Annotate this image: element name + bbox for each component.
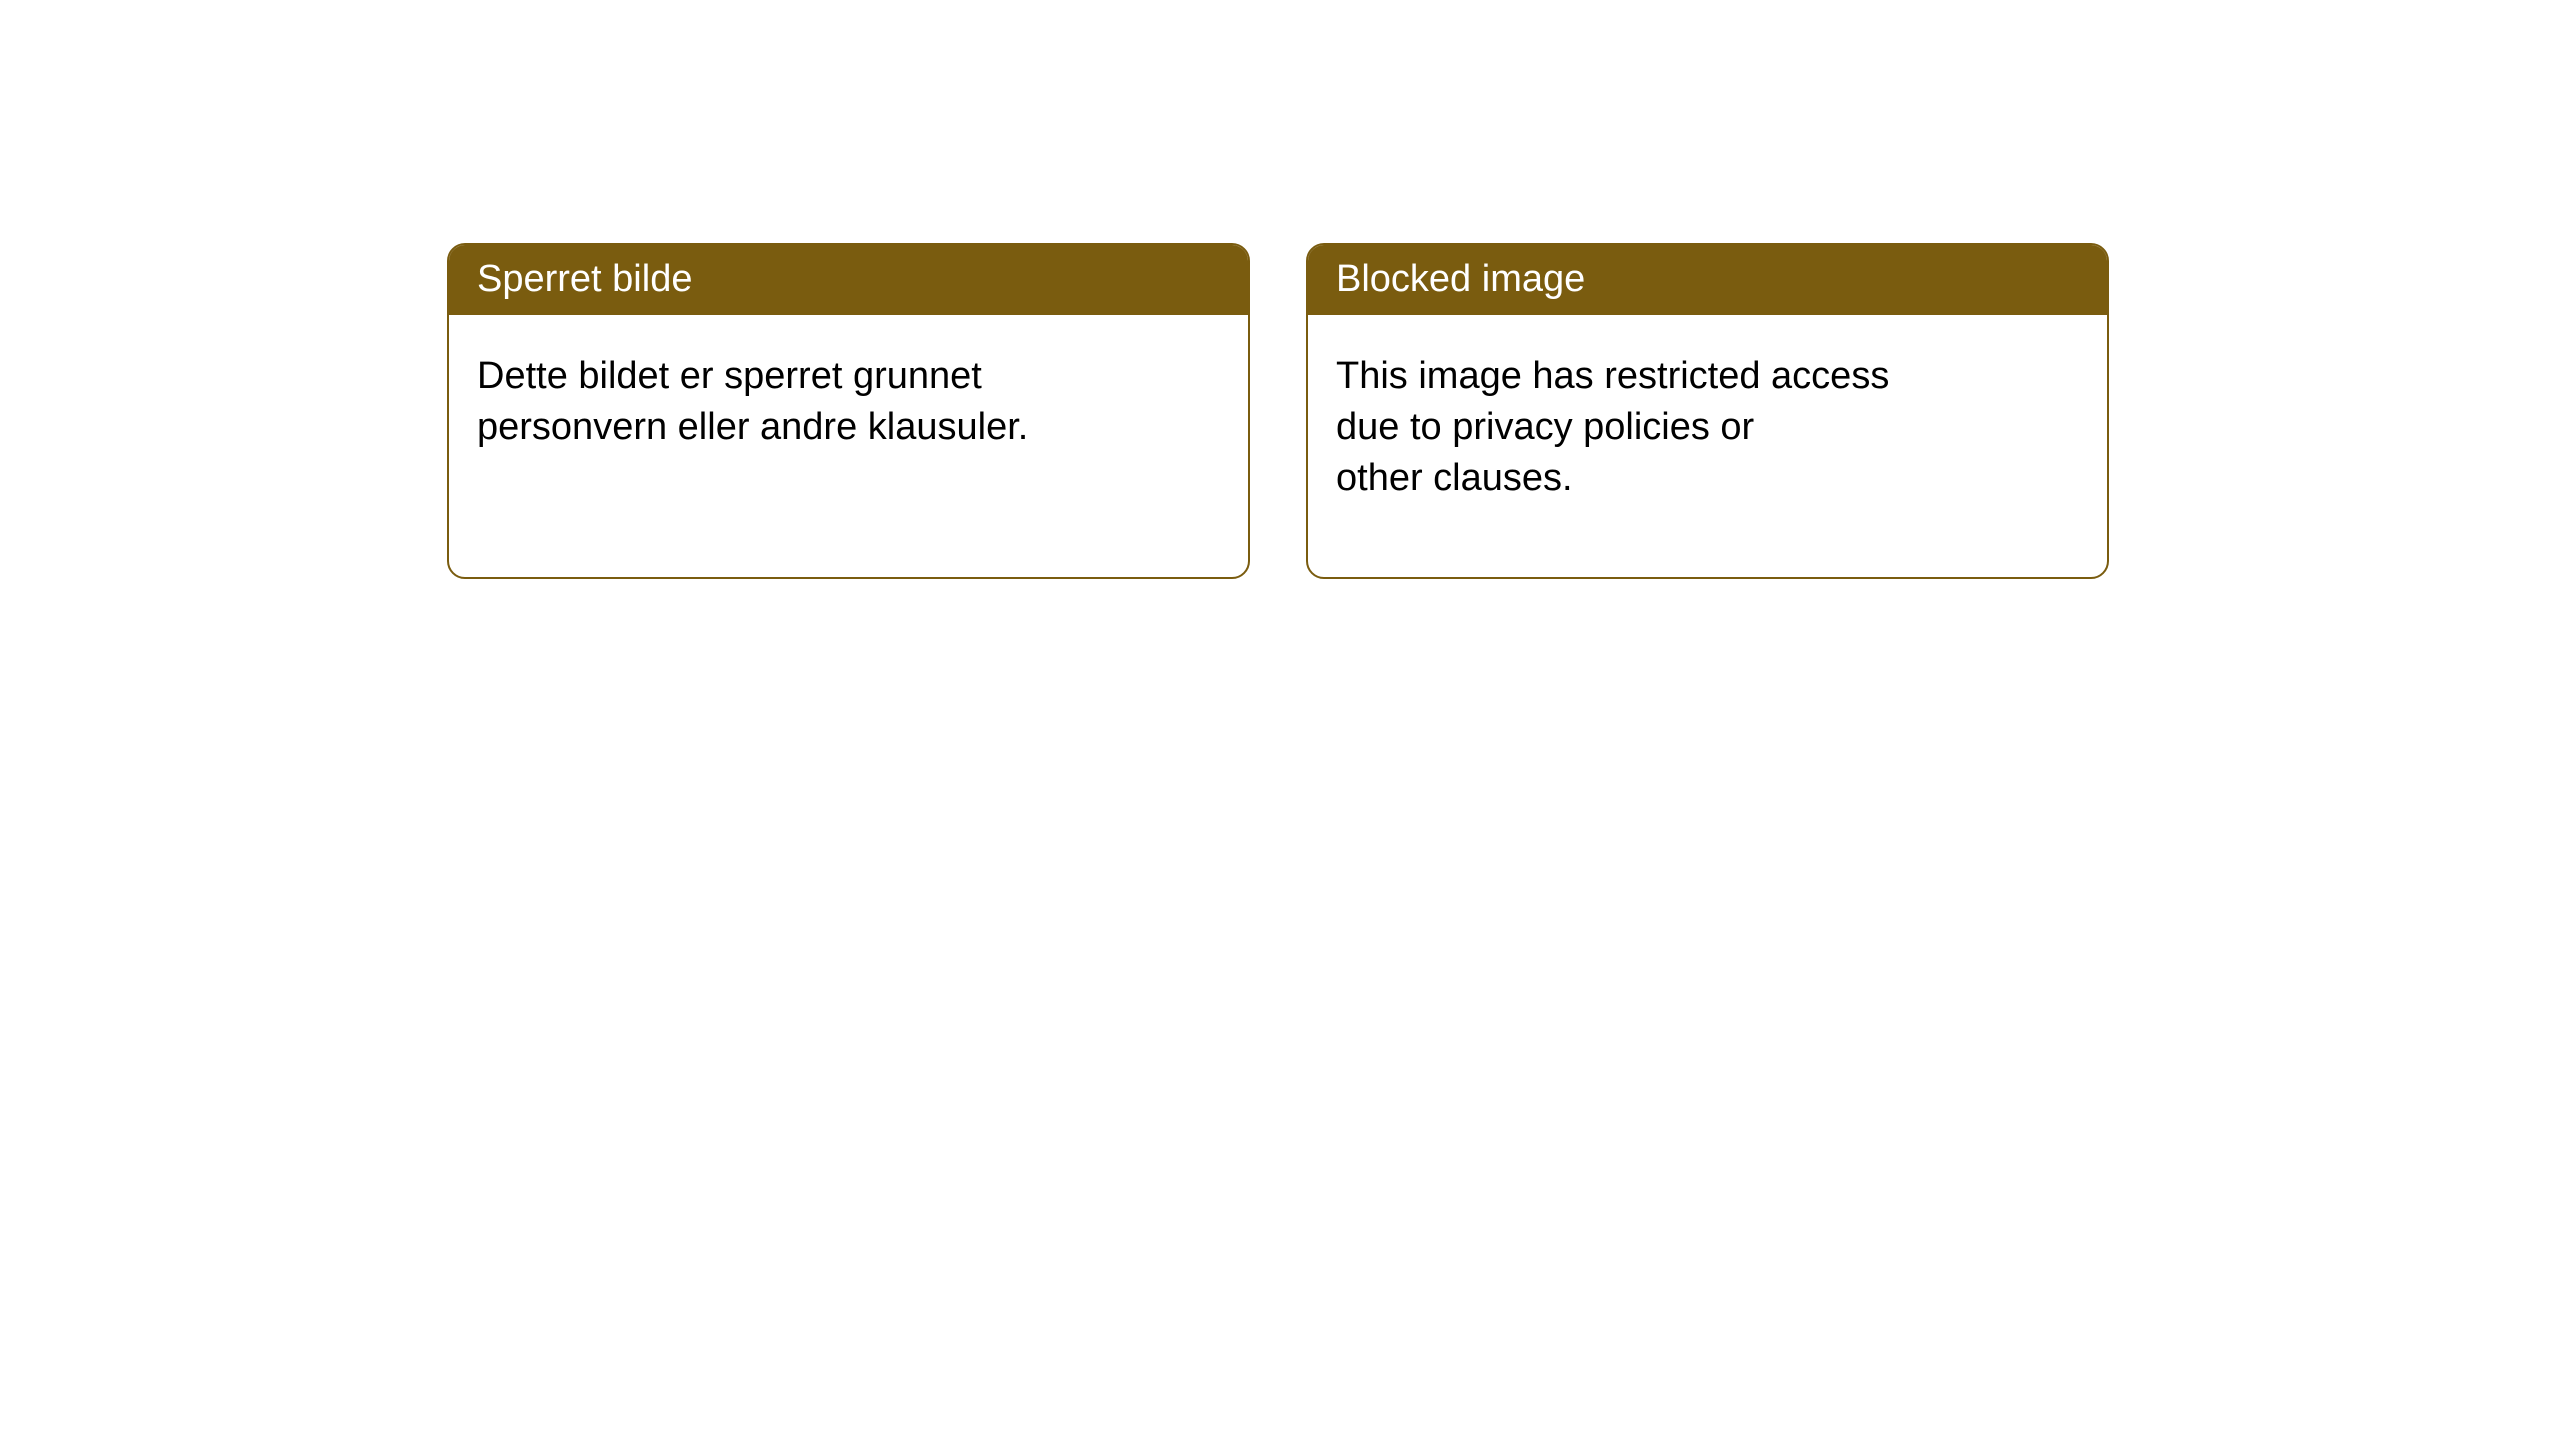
notice-box-no: Sperret bilde Dette bildet er sperret gr…: [447, 243, 1250, 579]
notice-container: Sperret bilde Dette bildet er sperret gr…: [0, 0, 2560, 579]
notice-box-en: Blocked image This image has restricted …: [1306, 243, 2109, 579]
notice-body-no: Dette bildet er sperret grunnet personve…: [449, 315, 1248, 490]
notice-header-no: Sperret bilde: [449, 245, 1248, 315]
notice-body-en: This image has restricted access due to …: [1308, 315, 2107, 541]
notice-header-en: Blocked image: [1308, 245, 2107, 315]
